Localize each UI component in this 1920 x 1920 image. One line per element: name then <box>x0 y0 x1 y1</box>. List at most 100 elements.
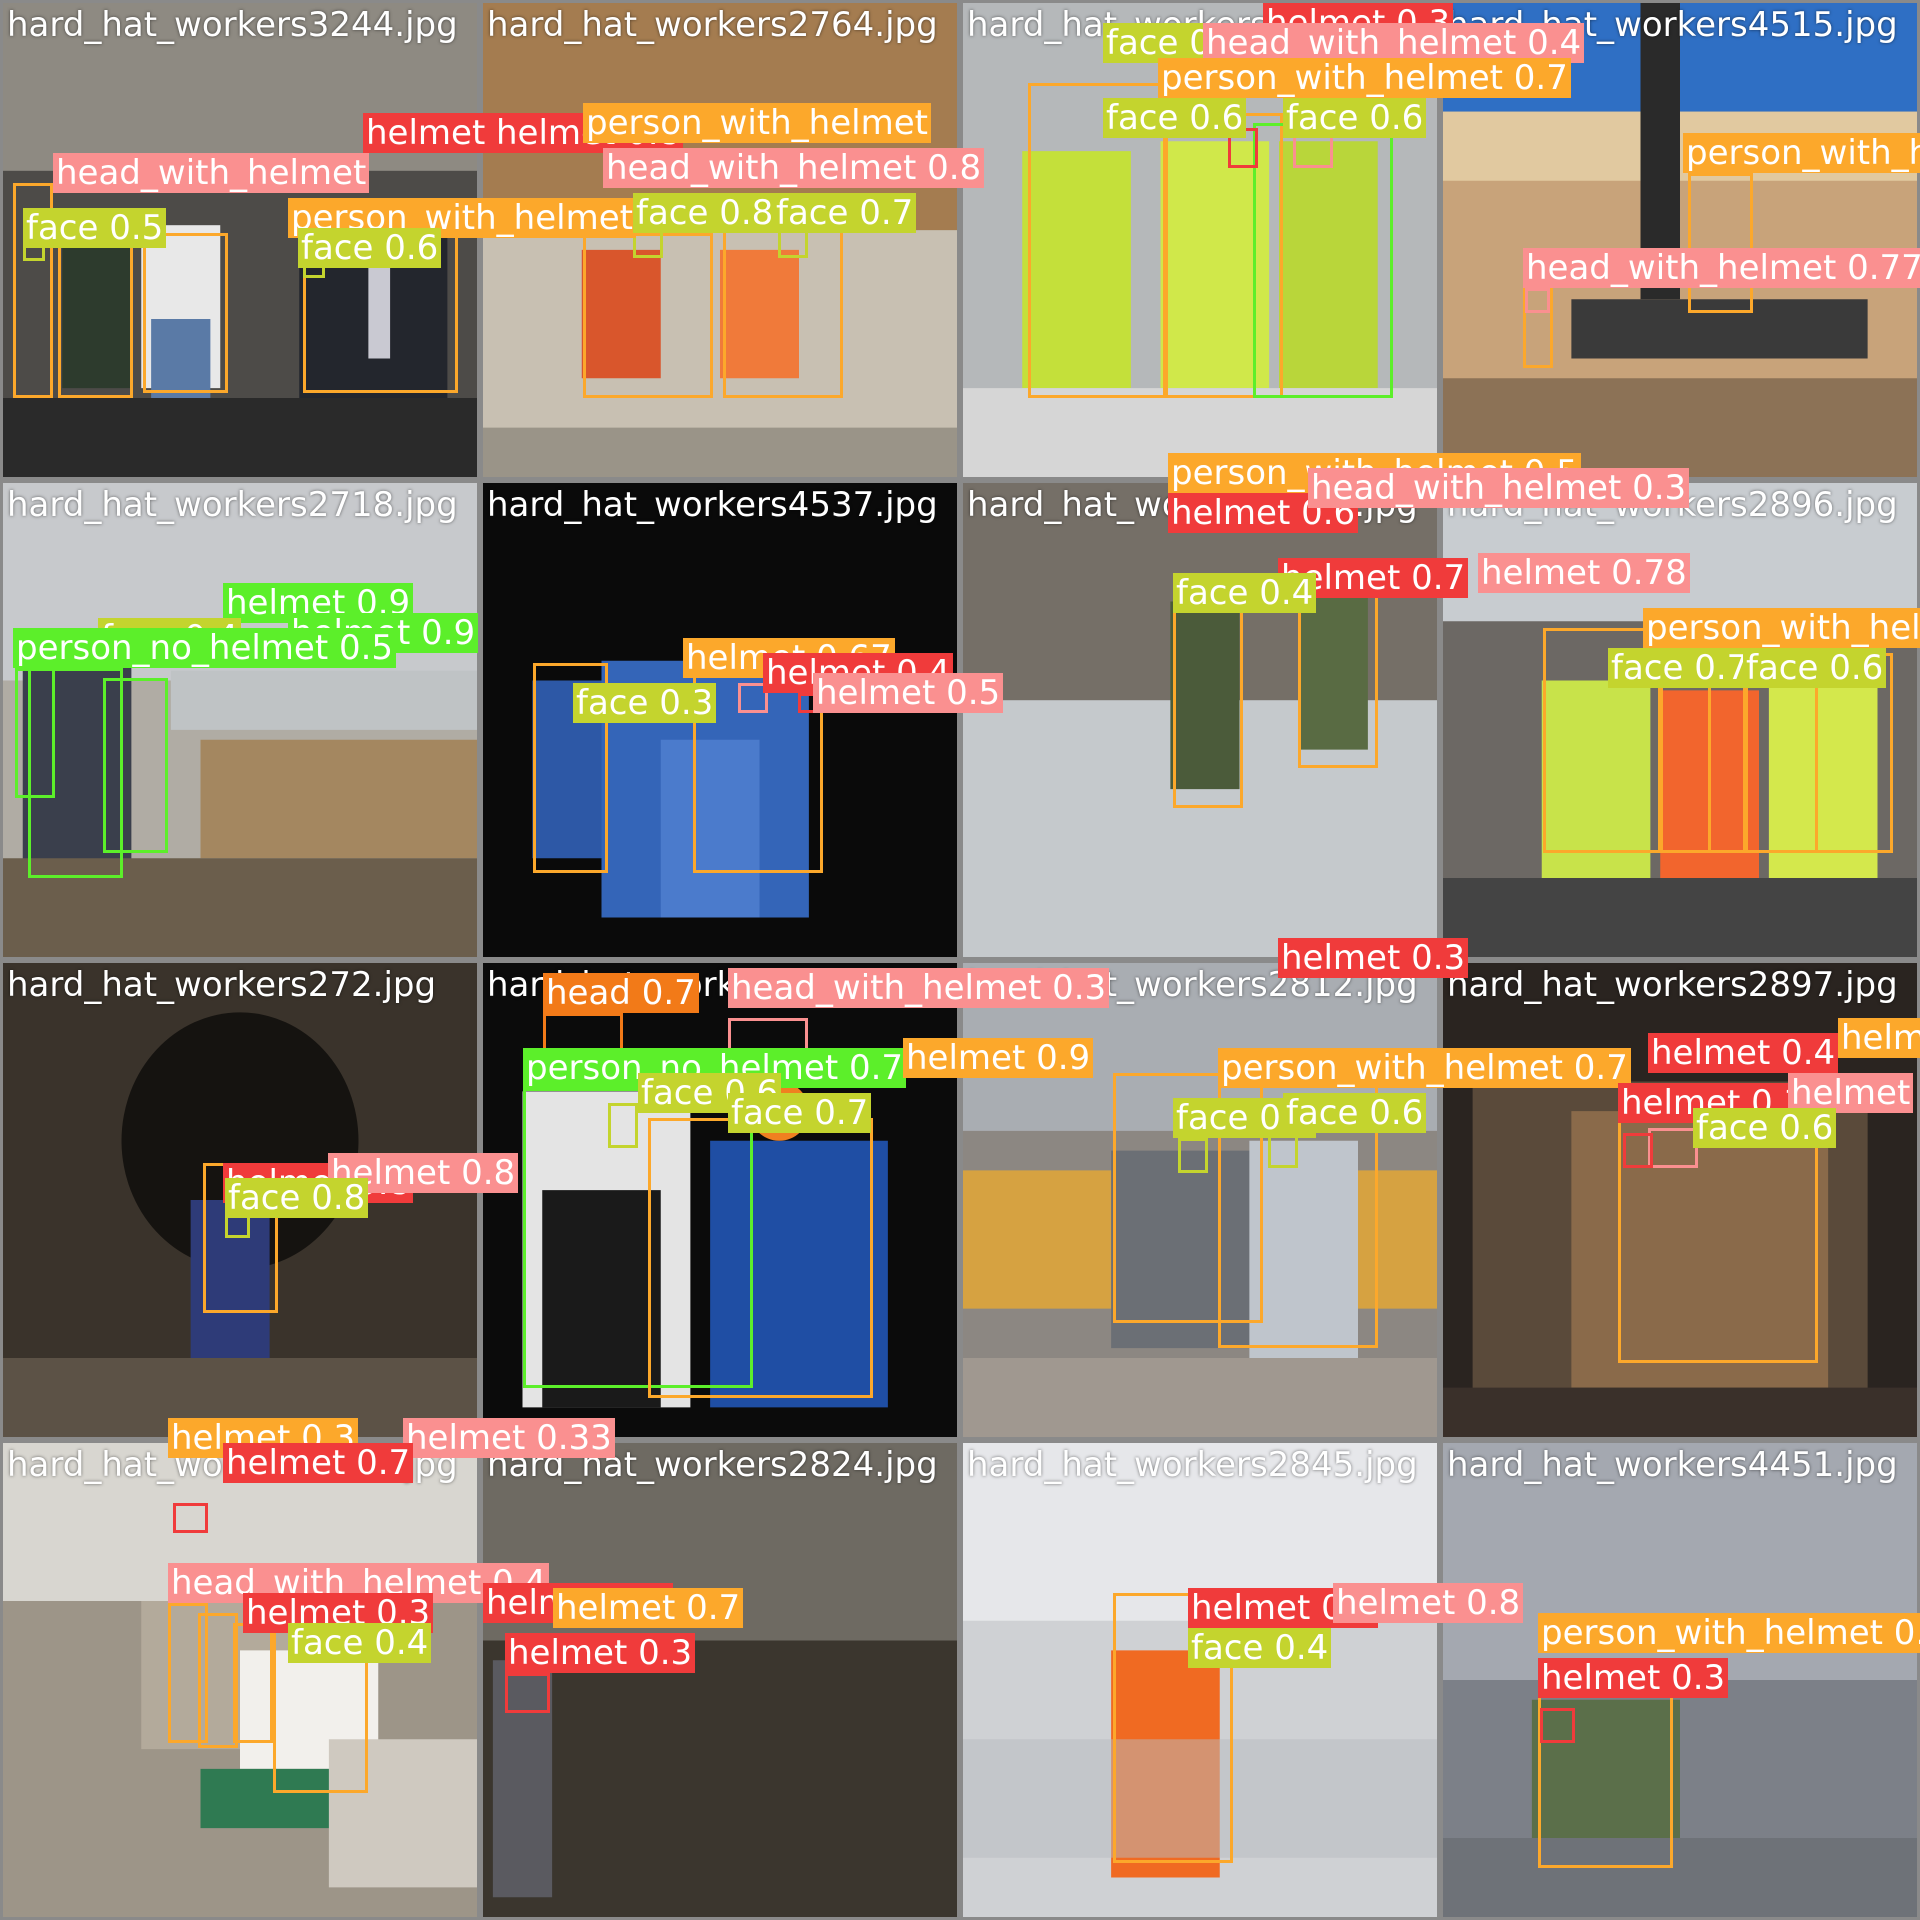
detection-label: person_no_helmet 0.5 <box>13 628 397 668</box>
detection-label: helmet 0.9 <box>903 1038 1094 1078</box>
detection-label: face 0.5 <box>23 208 167 248</box>
detection-box <box>1543 628 1663 853</box>
detection-label: face 0.6 <box>1283 1093 1427 1133</box>
detection-box <box>608 1103 638 1148</box>
detection-label: helmet 0.33 <box>403 1418 615 1458</box>
detection-label: helmet 0.5 <box>813 673 1004 713</box>
detection-label: face 0.8 <box>225 1178 369 1218</box>
detection-label: helmet 0.8 <box>1333 1583 1524 1623</box>
detection-box <box>505 1673 550 1713</box>
tile-filename: hard_hat_workers2718.jpg <box>7 485 458 525</box>
detection-box <box>583 233 713 398</box>
photo <box>963 1443 1437 1917</box>
detection-label: head_with_helmet 0.77 <box>1523 248 1920 288</box>
detection-label: face 0.3 <box>573 683 717 723</box>
tile-5: hard_hat_workers2718.jpg helmet 0.9 helm… <box>0 480 480 960</box>
detection-box <box>1540 1708 1575 1743</box>
detection-label: person_with_helmet 0. <box>1538 1613 1920 1653</box>
detection-label: face 0.6 <box>1693 1108 1837 1148</box>
detection-box <box>1525 288 1550 313</box>
detection-box <box>1648 1128 1698 1168</box>
tile-filename: hard_hat_workers3244.jpg <box>7 5 458 45</box>
tile-6: hard_hat_workers4537.jpg helmet 0.67 fac… <box>480 480 1004 960</box>
detection-label: face 0.4 <box>1173 573 1317 613</box>
detection-box <box>13 183 53 398</box>
detection-box <box>1688 173 1753 313</box>
detection-label: head_with_helmet 0.8 <box>603 148 985 188</box>
detection-label: face 0.6 <box>1103 98 1247 138</box>
tile-filename: hard_hat_workers2897.jpg <box>1447 965 1898 1005</box>
detection-label: head_with_helmet 0.3 <box>1308 468 1690 508</box>
detection-label: helmet 0.3 <box>505 1633 696 1673</box>
detection-label: face 0.6 <box>1743 648 1887 688</box>
tile-2: hard_hat_workers2764.jpg helmet 0.8 head… <box>480 0 985 480</box>
detection-label: helmet 0.4 <box>1648 1033 1839 1073</box>
detection-box <box>1113 1593 1233 1863</box>
tile-filename: hard_hat_workers4451.jpg <box>1447 1445 1898 1485</box>
detection-label: helmet 0.6 <box>1168 493 1359 533</box>
detection-label: head_with_helmet <box>53 153 370 193</box>
detection-label: face 0.6 <box>1283 98 1427 138</box>
detection-label: head_with_helmet 0.3 <box>728 968 1110 1008</box>
detection-label: helmet 0.3 <box>1538 1658 1729 1698</box>
detection-label: face 0.7 <box>773 193 917 233</box>
detection-box <box>233 1623 273 1743</box>
detection-box <box>533 663 608 873</box>
detection-label: helmet <box>1788 1073 1914 1113</box>
tile-9: hard_hat_workers272.jpg helmet 0.8 helme… <box>0 960 519 1440</box>
detection-label: face 0.7 <box>1608 648 1752 688</box>
detection-box <box>168 1603 208 1743</box>
detection-box <box>173 1503 208 1533</box>
detection-label: head_with_helmet 0.4 <box>1203 23 1585 63</box>
tile-16: hard_hat_workers4451.jpg person_with_hel… <box>1440 1440 1920 1920</box>
detection-box <box>198 1613 238 1748</box>
detection-label: person_with_helmet <box>583 103 931 143</box>
detection-label: face 0.4 <box>288 1623 432 1663</box>
photo <box>3 1443 477 1917</box>
detection-label: face 0.8 <box>633 193 777 233</box>
tile-10: hard_hat_workers2811.jpg head 0.7 head_w… <box>480 960 1110 1440</box>
detection-label: helm <box>1838 1018 1920 1058</box>
photo <box>3 3 477 477</box>
detection-box <box>738 683 768 713</box>
tile-8: hard_hat_workers2896.jpg person_with_hel… <box>1440 480 1920 960</box>
detection-label: helmet 0.78 <box>1478 553 1690 593</box>
detection-label: face 0.7 <box>728 1093 872 1133</box>
detection-label: face 0.4 <box>1188 1628 1332 1668</box>
detection-box <box>1173 603 1243 808</box>
tile-filename: hard_hat_workers272.jpg <box>7 965 437 1005</box>
tile-filename: hard_hat_workers2764.jpg <box>487 5 938 45</box>
detection-box <box>1268 1133 1298 1168</box>
photo <box>483 3 957 477</box>
photo <box>963 3 1437 477</box>
detection-label: person_no_helmet 0.7 <box>523 1048 907 1088</box>
detection-label: face 0.6 <box>298 228 442 268</box>
tile-filename: hard_hat_workers2845.jpg <box>967 1445 1418 1485</box>
tile-15: hard_hat_workers2845.jpg helmet 0.7 helm… <box>960 1440 1524 1920</box>
detection-box <box>1623 1133 1653 1168</box>
photo <box>483 1443 957 1917</box>
tile-11: hard_hat_workers2812.jpg helmet 0.3 pers… <box>960 938 1631 1440</box>
photo <box>483 963 957 1437</box>
tile-filename: hard_hat_workers4537.jpg <box>487 485 938 525</box>
tile-14: hard_hat_workers2824.jpg helmet 0.3 helm… <box>480 1440 960 1920</box>
tile-13: hard_hat_workers2824.jpg helmet 0.3 helm… <box>0 1418 615 1920</box>
detection-box <box>1298 588 1378 768</box>
detection-box <box>103 678 168 853</box>
detection-label: helmet 0.7 <box>553 1588 744 1628</box>
tile-3: hard_hat_workers4515.jpg face 0.4 face 0… <box>960 0 1585 480</box>
detection-box <box>28 668 123 878</box>
detection-label: person_with_hel <box>1643 608 1920 648</box>
tile-7: hard_hat_workers2896.jpg person_with_hel… <box>960 453 1690 960</box>
detection-box <box>143 233 228 393</box>
detection-box <box>1028 83 1168 398</box>
detection-box <box>1113 1073 1263 1323</box>
tile-12: hard_hat_workers2897.jpg helmet 0.4 helm… <box>1440 960 1920 1440</box>
detection-label: head 0.7 <box>543 973 699 1013</box>
detection-label: person_with_helmet 0.7 <box>1218 1048 1631 1088</box>
detection-box <box>1178 1138 1208 1173</box>
detection-label: helmet 0.7 <box>223 1443 414 1483</box>
detection-label: person_with_helmet 0.7 <box>1158 58 1571 98</box>
tile-1: hard_hat_workers3244.jpg helmet 0.8 pers… <box>0 0 636 480</box>
